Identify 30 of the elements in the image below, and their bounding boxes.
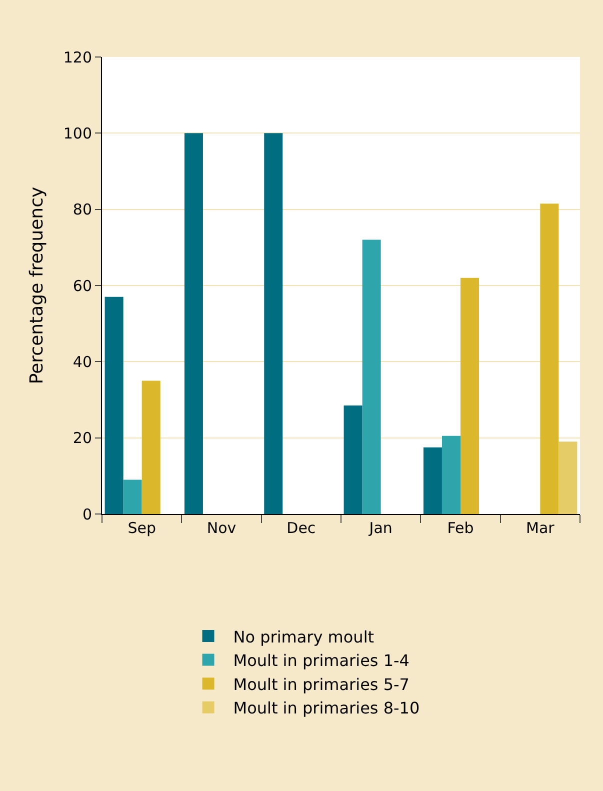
y-tick-label: 100 xyxy=(63,124,92,142)
y-tick-label: 60 xyxy=(72,276,92,295)
bar xyxy=(362,240,381,514)
y-tick-label: 80 xyxy=(72,200,92,219)
bar xyxy=(558,442,578,514)
bar xyxy=(540,204,559,514)
y-axis-title: Percentage frequency xyxy=(26,186,48,384)
bar xyxy=(264,133,283,514)
x-tick-label: Sep xyxy=(128,519,156,537)
y-tick-label: 40 xyxy=(72,352,92,371)
x-tick-label: Jan xyxy=(368,519,392,537)
bar xyxy=(442,436,460,514)
bar xyxy=(344,405,362,514)
legend-label: No primary moult xyxy=(233,627,374,646)
bar xyxy=(123,480,142,514)
bar xyxy=(460,278,480,514)
legend-label: Moult in primaries 8-10 xyxy=(233,698,420,718)
legend-label: Moult in primaries 1-4 xyxy=(233,651,410,670)
bar xyxy=(142,380,160,514)
x-tick-label: Feb xyxy=(447,519,474,537)
y-tick-label: 120 xyxy=(63,48,92,66)
bar xyxy=(184,133,203,514)
x-tick-label: Dec xyxy=(286,519,316,537)
x-tick-label: Mar xyxy=(526,519,556,537)
legend-label: Moult in primaries 5-7 xyxy=(233,674,410,694)
bar xyxy=(104,296,124,514)
x-tick-label: Nov xyxy=(206,519,236,537)
bar xyxy=(423,447,442,514)
y-tick-label: 20 xyxy=(72,429,92,448)
y-tick-label: 0 xyxy=(82,505,92,524)
